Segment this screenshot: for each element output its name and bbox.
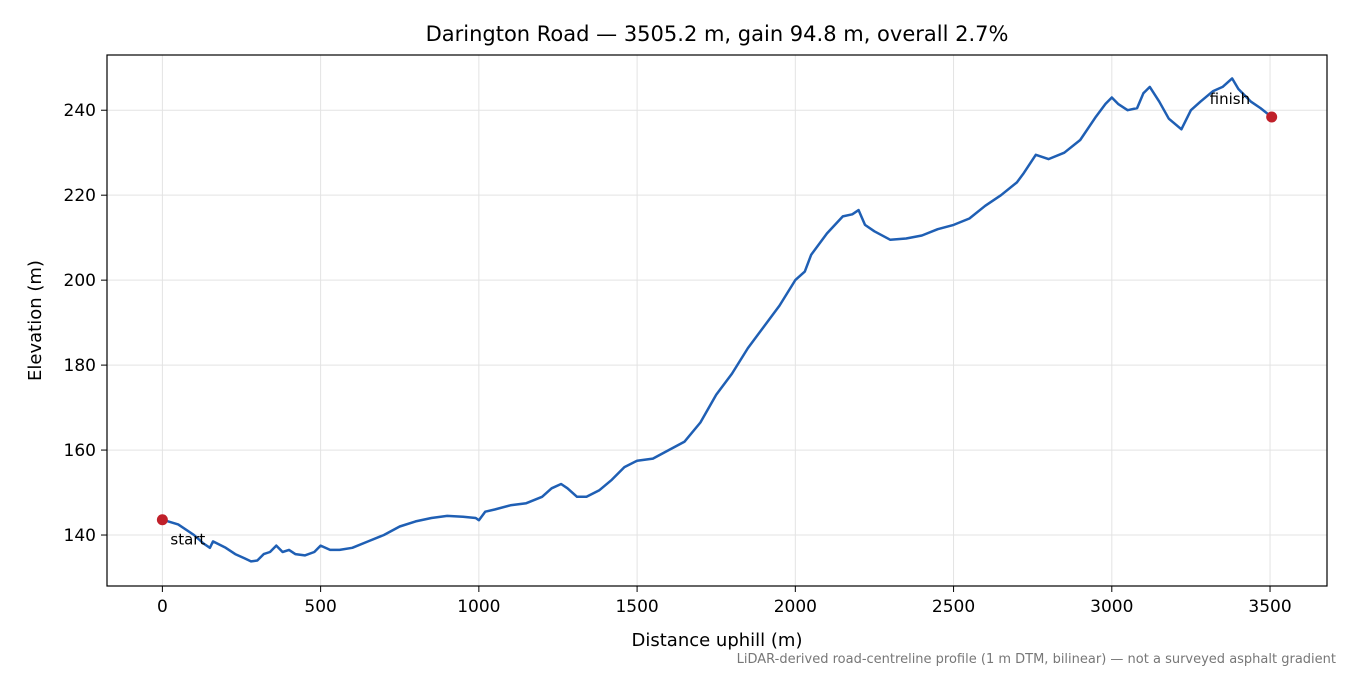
y-axis-label: Elevation (m) [25,260,46,381]
y-tick-label: 200 [64,271,96,291]
finish-annotation: finish [1210,90,1250,108]
y-tick-label: 180 [64,356,96,376]
y-tick-label: 220 [64,186,96,206]
chart-title: Darington Road — 3505.2 m, gain 94.8 m, … [426,22,1009,46]
x-tick-label: 0 [157,597,168,617]
x-tick-label: 2000 [774,597,817,617]
x-tick-label: 1500 [615,597,658,617]
grid-lines [107,55,1327,586]
y-axis-ticks: 140 160 180 200 220 240 [64,101,107,546]
x-tick-label: 1000 [457,597,500,617]
x-tick-label: 500 [304,597,336,617]
y-tick-label: 240 [64,101,96,121]
x-axis-ticks: 0 500 1000 1500 2000 2500 3000 3500 [157,586,1292,617]
y-tick-label: 140 [64,526,96,546]
y-tick-label: 160 [64,441,96,461]
start-annotation: start [170,531,205,549]
x-tick-label: 3000 [1090,597,1133,617]
x-tick-label: 2500 [932,597,975,617]
x-axis-label: Distance uphill (m) [632,630,803,651]
x-tick-label: 3500 [1248,597,1291,617]
data-source-footnote: LiDAR-derived road-centreline profile (1… [736,652,1336,667]
finish-marker [1266,111,1278,123]
start-marker [156,514,168,526]
plot-frame [106,54,1328,587]
elevation-line [161,77,1273,563]
